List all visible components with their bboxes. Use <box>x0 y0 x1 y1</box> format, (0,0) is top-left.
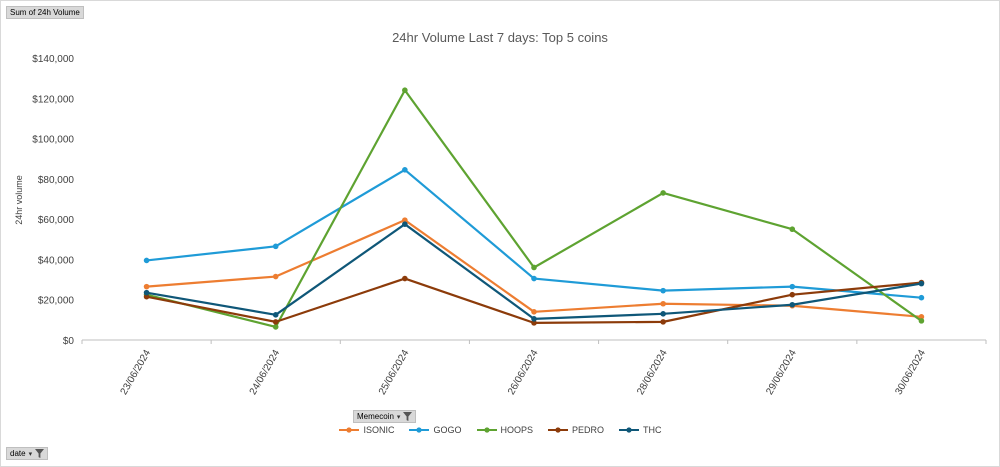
data-point <box>531 275 537 282</box>
y-tick-label: $60,000 <box>38 215 75 226</box>
legend-item: HOOPS <box>476 425 534 435</box>
data-point <box>789 283 796 290</box>
y-tick-label: $0 <box>63 336 75 347</box>
x-tick-label: 29/06/2024 <box>764 348 799 397</box>
data-point <box>918 318 925 324</box>
dropdown-icon: ▾ <box>396 413 401 421</box>
data-point <box>143 289 150 296</box>
legend-label: THC <box>643 425 662 435</box>
data-point <box>660 300 666 307</box>
data-point <box>272 243 279 250</box>
legend-marker-icon <box>619 427 640 433</box>
data-point <box>272 324 279 330</box>
series-thc <box>143 221 925 322</box>
legend-marker-icon <box>548 427 569 433</box>
y-tick-label: $100,000 <box>32 135 74 146</box>
y-axis-label: 24hr volume <box>14 175 24 225</box>
legend-item: THC <box>618 425 662 435</box>
data-point <box>402 275 408 282</box>
data-point <box>143 293 150 300</box>
data-point <box>402 166 408 173</box>
legend-label: PEDRO <box>572 425 605 435</box>
data-point <box>531 309 537 315</box>
data-point <box>789 301 796 308</box>
data-point <box>660 287 666 294</box>
data-point <box>789 226 796 233</box>
x-tick-label: 23/06/2024 <box>119 348 154 397</box>
legend-item: GOGO <box>408 425 462 435</box>
data-point <box>918 294 925 301</box>
filter-icon <box>403 412 413 421</box>
data-point <box>402 217 408 223</box>
data-point <box>660 190 666 196</box>
data-point <box>531 316 537 322</box>
x-tick-label: 24/06/2024 <box>248 348 283 397</box>
legend-label: HOOPS <box>500 425 534 435</box>
series-gogo <box>143 166 925 301</box>
legend-label: ISONIC <box>363 425 395 435</box>
axis-field-label: date <box>10 449 26 458</box>
legend-marker-icon <box>339 427 360 433</box>
chart-title: 24hr Volume Last 7 days: Top 5 coins <box>392 30 608 45</box>
x-tick-label: 30/06/2024 <box>893 348 928 397</box>
data-point <box>531 264 537 271</box>
data-point <box>143 257 150 264</box>
data-point <box>402 87 408 94</box>
legend-marker-icon <box>476 427 497 433</box>
legend-marker-icon <box>409 427 430 433</box>
x-tick-label: 26/06/2024 <box>506 348 541 397</box>
data-point <box>918 280 925 287</box>
data-point <box>660 319 666 325</box>
y-tick-label: $120,000 <box>32 94 74 105</box>
data-point <box>272 319 279 325</box>
legend-label: GOGO <box>433 425 462 435</box>
x-tick-label: 28/06/2024 <box>635 348 670 397</box>
dropdown-icon: ▾ <box>28 450 33 458</box>
y-tick-label: $80,000 <box>38 175 75 186</box>
axis-field-button[interactable]: date ▾ <box>6 447 49 460</box>
y-tick-label: $40,000 <box>38 255 75 266</box>
legend-field-button[interactable]: Memecoin ▾ <box>353 410 417 423</box>
value-field-label: Sum of 24h Volume <box>10 8 80 17</box>
value-field-button[interactable]: Sum of 24h Volume <box>6 6 84 19</box>
y-tick-label: $140,000 <box>32 54 74 65</box>
data-point <box>789 291 796 298</box>
legend: ISONIC GOGO HOOPS PEDRO THC <box>0 425 1000 435</box>
data-point <box>272 273 279 280</box>
data-point <box>531 320 537 326</box>
data-point <box>402 221 408 227</box>
data-point <box>272 312 279 318</box>
y-tick-label: $20,000 <box>38 296 75 307</box>
data-point <box>918 314 925 320</box>
legend-item: ISONIC <box>338 425 394 435</box>
data-point <box>660 311 666 317</box>
legend-field-label: Memecoin <box>357 412 394 421</box>
series-hoops <box>143 87 925 330</box>
series-line <box>145 89 923 329</box>
x-tick-label: 25/06/2024 <box>377 348 412 397</box>
legend-item: PEDRO <box>547 425 604 435</box>
filter-icon <box>35 449 45 458</box>
data-point <box>143 283 150 290</box>
